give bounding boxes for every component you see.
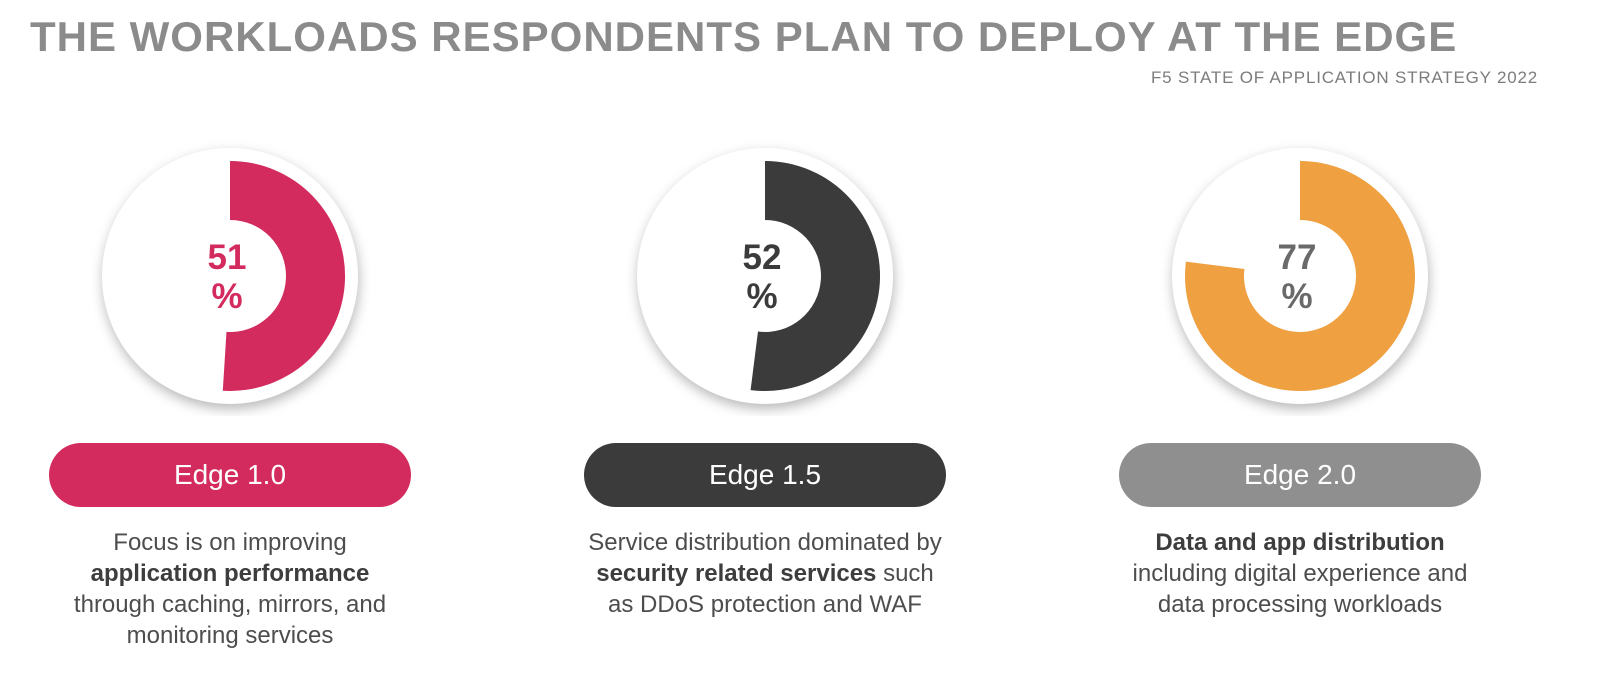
description-line: data processing workloads (1080, 589, 1520, 620)
edge-2-0-description: Data and app distribution including digit… (1080, 527, 1520, 620)
donut-value-label: 77 (1278, 238, 1317, 277)
donut-chart-edge-1-5: 52 % (637, 148, 893, 405)
description-text: as DDoS protection and WAF (608, 591, 922, 619)
edge-1-5-pill-label: Edge 1.5 (584, 443, 946, 508)
donut-chart-edge-2-0: 77 % (1172, 148, 1428, 405)
description-line: including digital experience and (1080, 558, 1520, 589)
page-title: THE WORKLOADS RESPONDENTS PLAN TO DEPLOY… (30, 13, 1458, 60)
description-line: application performance (10, 558, 450, 589)
donut-unit-label: % (1281, 277, 1312, 316)
edge-1-0-card: 51 % Edge 1.0 Focus is on improving appli… (10, 136, 450, 651)
description-line: as DDoS protection and WAF (545, 589, 985, 620)
donut-columns: 51 % Edge 1.0 Focus is on improving appli… (0, 136, 1600, 651)
description-line: Service distribution dominated by (545, 527, 985, 558)
edge-2-0-card: 77 % Edge 2.0 Data and app distribution i… (1080, 136, 1520, 651)
description-text: Service distribution dominated by (588, 529, 942, 557)
donut-arc (222, 161, 346, 392)
donut-value-label: 52 (743, 238, 782, 277)
donut-value-label: 51 (208, 238, 247, 277)
source-caption: F5 STATE OF APPLICATION STRATEGY 2022 (1150, 68, 1538, 88)
description-text: such (876, 560, 934, 588)
donut-chart-edge-1-0: 51 % (102, 148, 358, 405)
description-text: monitoring services (126, 622, 334, 650)
donut-arc (1185, 161, 1416, 392)
description-bold-text: security related services (596, 560, 877, 588)
donut-arc (750, 161, 881, 392)
donut-unit-label: % (746, 277, 777, 316)
description-line: monitoring services (10, 620, 450, 651)
description-text: through caching, mirrors, and (73, 591, 387, 619)
description-line: security related services such (545, 558, 985, 589)
description-bold-text: Data and app distribution (1155, 529, 1445, 557)
donut-unit-label: % (211, 277, 242, 316)
edge-1-5-description: Service distribution dominated by securit… (545, 527, 985, 620)
header: THE WORKLOADS RESPONDENTS PLAN TO DEPLOY… (0, 0, 1600, 88)
description-text: data processing workloads (1157, 591, 1443, 619)
description-line: Data and app distribution (1080, 527, 1520, 558)
edge-1-0-description: Focus is on improving application perform… (10, 527, 450, 651)
description-text: Focus is on improving (113, 529, 347, 557)
edge-2-0-pill-label: Edge 2.0 (1119, 443, 1481, 508)
edge-1-0-pill-label: Edge 1.0 (49, 443, 411, 508)
description-text: including digital experience and (1132, 560, 1468, 588)
description-bold-text: application performance (90, 560, 370, 588)
description-line: Focus is on improving (10, 527, 450, 558)
description-line: through caching, mirrors, and (10, 589, 450, 620)
edge-1-5-card: 52 % Edge 1.5 Service distribution domin… (545, 136, 985, 651)
